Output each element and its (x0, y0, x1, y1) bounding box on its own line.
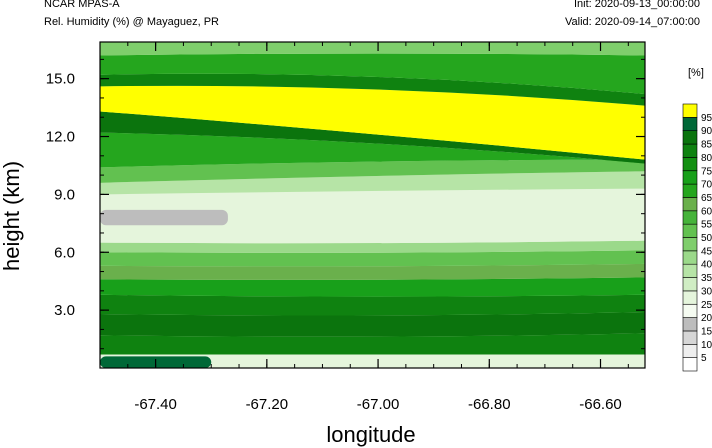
contour-band-2 (100, 294, 645, 316)
colorbar-swatch (682, 117, 698, 131)
x-tick-label: -67.00 (357, 396, 400, 413)
contour-band-11 (100, 111, 645, 164)
colorbar-swatch (682, 263, 698, 278)
colorbar-label: 15 (701, 326, 712, 337)
contour-band-12 (100, 85, 645, 160)
colorbar-label: 75 (701, 166, 712, 177)
colorbar-label: 80 (701, 153, 712, 164)
colorbar-swatch (682, 183, 698, 198)
contour-band-3 (100, 277, 645, 297)
colorbar-swatch (682, 197, 698, 212)
colorbar-unit: [%] (688, 67, 704, 79)
colorbar-label: 25 (701, 300, 712, 311)
colorbar-label: 95 (701, 113, 712, 124)
colorbar-swatch (682, 223, 698, 238)
colorbar-swatch (682, 143, 698, 158)
colorbar-label: 90 (701, 126, 712, 137)
colorbar-label: 35 (701, 273, 712, 284)
y-tick-label: 9.0 (54, 186, 75, 203)
x-tick-label: -66.60 (579, 396, 622, 413)
valid-time: Valid: 2020-09-14_07:00:00 (565, 16, 700, 28)
colorbar-swatch (682, 130, 698, 145)
colorbar-swatch (682, 330, 698, 345)
contour-band-6 (100, 240, 645, 253)
colorbar-swatch (682, 317, 698, 332)
colorbar-swatch (682, 210, 698, 225)
x-axis: -67.40 -67.20 -67.00 -66.80 -66.60 (99, 42, 629, 413)
contour-band-4 (100, 263, 645, 280)
colorbar-swatch (682, 250, 698, 265)
colorbar-swatch (682, 290, 698, 305)
plot-frame (99, 41, 646, 369)
y-axis: 3.0 6.0 9.0 12.0 15.0 (46, 58, 645, 350)
contour-band-15 (100, 42, 645, 56)
colorbar-swatch (682, 343, 698, 358)
colorbar-label: 55 (701, 220, 712, 231)
contour-band-13 (100, 73, 645, 106)
colorbar-swatch (682, 303, 698, 318)
contour-band-5 (100, 250, 645, 267)
plot-border (99, 41, 646, 369)
y-tick-label: 15.0 (46, 71, 75, 88)
contour-band-10 (100, 132, 645, 168)
colorbar-label: 50 (701, 233, 712, 244)
y-tick-label: 6.0 (54, 244, 75, 261)
y-axis-title: height (km) (0, 161, 24, 271)
field-title: Rel. Humidity (%) @ Mayaguez, PR (44, 16, 219, 28)
colorbar-label: 20 (701, 313, 712, 324)
contour-band-7 (100, 188, 645, 244)
colorbar-label: 65 (701, 193, 712, 204)
x-tick-label: -66.80 (468, 396, 511, 413)
contour-band-9 (100, 159, 645, 183)
y-tick-label: 3.0 (54, 302, 75, 319)
colorbar: 5 10 15 20 25 30 35 40 45 50 55 60 65 70 75 80 85 90 95 (682, 103, 712, 372)
x-tick-label: -67.20 (246, 396, 289, 413)
model-name: NCAR MPAS-A (44, 0, 120, 10)
init-time: Init: 2020-09-13_00:00:00 (574, 0, 700, 10)
contour-band-1 (100, 312, 645, 337)
colorbar-label: 70 (701, 180, 712, 191)
colorbar-label: 60 (701, 206, 712, 217)
colorbar-label: 40 (701, 260, 712, 271)
contour-band-8 (100, 171, 645, 195)
colorbar-swatch (682, 157, 698, 172)
colorbar-swatch (682, 277, 698, 292)
colorbar-swatch (682, 357, 698, 372)
colorbar-swatch (682, 237, 698, 252)
contour-band-14 (100, 53, 645, 95)
colorbar-label: 30 (701, 286, 712, 297)
colorbar-label: 85 (701, 140, 712, 151)
plot-area (100, 42, 645, 368)
contour-band-0 (100, 333, 645, 355)
colorbar-swatch (682, 170, 698, 185)
x-axis-title: longitude (326, 422, 415, 447)
colorbar-label: 10 (701, 340, 712, 351)
y-tick-label: 12.0 (46, 129, 75, 146)
colorbar-label: 45 (701, 246, 712, 257)
colorbar-swatch (682, 103, 698, 118)
x-tick-label: -67.40 (134, 396, 177, 413)
dry-patch (100, 209, 228, 226)
colorbar-label: 5 (701, 353, 707, 364)
